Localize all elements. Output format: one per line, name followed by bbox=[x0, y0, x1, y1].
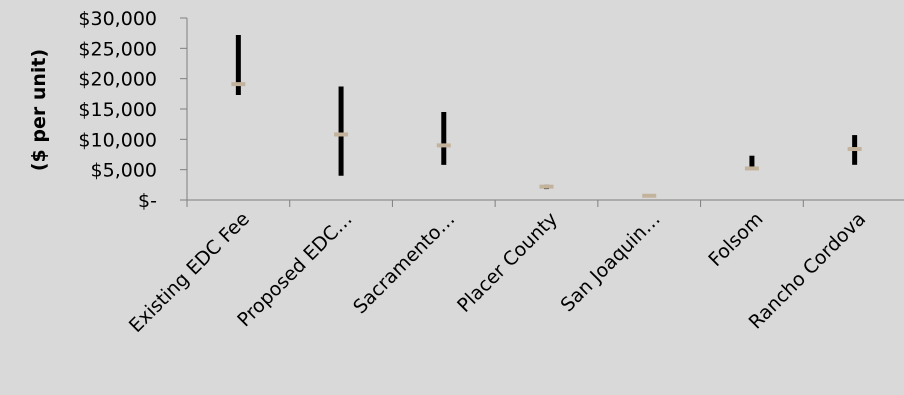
y-ticks: $30,000 $25,000 $20,000 $15,000 $10,000 $5,00… bbox=[78, 8, 187, 212]
category-label: Folsom bbox=[704, 208, 767, 271]
category-label: Sacramento… bbox=[349, 208, 459, 318]
category-label: Placer County bbox=[453, 208, 562, 317]
y-axis-label: ($ per unit) bbox=[28, 49, 50, 171]
data-marks bbox=[231, 34, 862, 198]
y-tick-label: $5,000 bbox=[91, 160, 157, 182]
axes bbox=[186, 18, 904, 207]
category-label: San Joaquin… bbox=[556, 208, 664, 316]
y-tick-label: $- bbox=[138, 190, 157, 212]
y-tick-label: $20,000 bbox=[78, 69, 157, 91]
y-tick-label: $30,000 bbox=[78, 8, 157, 30]
y-tick-label: $25,000 bbox=[78, 38, 157, 60]
y-tick-label: $15,000 bbox=[78, 99, 157, 121]
category-label: Proposed EDC… bbox=[233, 208, 356, 331]
y-tick-label: $10,000 bbox=[78, 129, 157, 151]
